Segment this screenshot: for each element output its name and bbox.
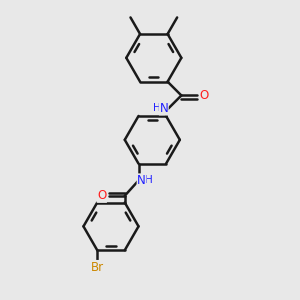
Text: N: N [159, 102, 168, 115]
Text: O: O [200, 89, 209, 102]
Text: Br: Br [91, 260, 104, 274]
Text: H: H [153, 103, 161, 113]
Text: O: O [97, 189, 106, 202]
Text: N: N [137, 174, 146, 187]
Text: H: H [146, 176, 153, 185]
